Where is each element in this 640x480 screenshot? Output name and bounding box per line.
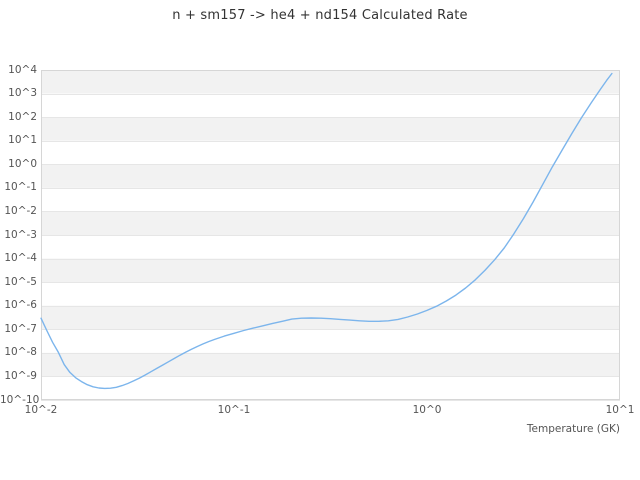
y-tick-label: 10^-5 bbox=[4, 275, 37, 288]
x-axis-title: Temperature (GK) bbox=[526, 423, 620, 435]
grid-band bbox=[41, 117, 620, 141]
grid-band bbox=[41, 211, 620, 235]
x-tick-label: 10^0 bbox=[412, 404, 442, 416]
chart-title: n + sm157 -> he4 + nd154 Calculated Rate bbox=[172, 8, 468, 23]
y-tick-label: 10^4 bbox=[8, 63, 37, 76]
y-tick-label: 10^-10 bbox=[0, 393, 40, 406]
y-tick-label: 10^-3 bbox=[4, 228, 37, 241]
y-tick-label: 10^-9 bbox=[4, 369, 37, 382]
rate-curve bbox=[40, 72, 613, 390]
grid-band bbox=[41, 352, 620, 377]
y-tick-label: 10^-6 bbox=[4, 299, 37, 312]
x-tick-label: 10^-1 bbox=[217, 404, 251, 416]
y-tick-label: 10^3 bbox=[8, 87, 37, 100]
y-tick-label: 10^1 bbox=[8, 134, 37, 147]
y-tick-label: 10^2 bbox=[8, 110, 37, 123]
y-tick-label: 10^-2 bbox=[4, 204, 37, 217]
y-tick-label: 10^-1 bbox=[4, 181, 37, 194]
x-tick-label: 10^-2 bbox=[24, 404, 58, 416]
plot-border bbox=[41, 70, 620, 400]
y-tick-label: 10^0 bbox=[8, 157, 37, 170]
grid-band bbox=[41, 164, 620, 188]
y-tick-label: 10^-7 bbox=[4, 322, 37, 335]
grid-band bbox=[41, 70, 620, 94]
y-tick-label: 10^-8 bbox=[4, 346, 37, 359]
y-tick-label: 10^-4 bbox=[4, 252, 37, 265]
grid-band bbox=[41, 305, 620, 330]
x-tick-label: 10^1 bbox=[605, 404, 635, 416]
grid-band bbox=[41, 258, 620, 283]
